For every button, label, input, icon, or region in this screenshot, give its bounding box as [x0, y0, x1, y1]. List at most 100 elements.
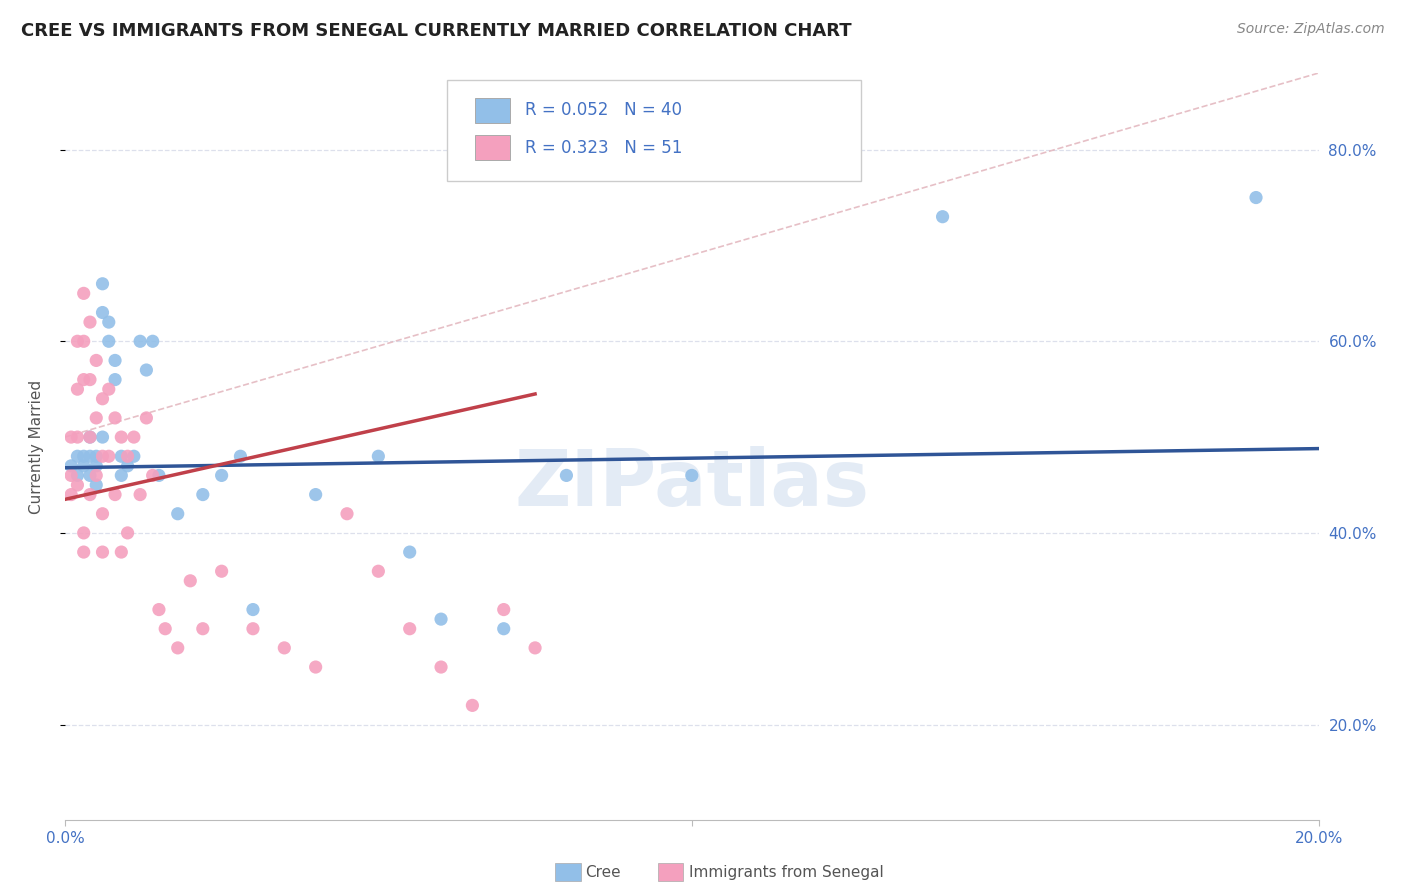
Point — [135, 411, 157, 425]
Text: Immigrants from Senegal: Immigrants from Senegal — [689, 865, 884, 880]
Point — [91, 449, 114, 463]
Point — [148, 602, 170, 616]
Point — [91, 545, 114, 559]
Point — [142, 468, 165, 483]
Text: CREE VS IMMIGRANTS FROM SENEGAL CURRENTLY MARRIED CORRELATION CHART: CREE VS IMMIGRANTS FROM SENEGAL CURRENTL… — [21, 22, 852, 40]
Point — [84, 468, 107, 483]
Point — [110, 449, 132, 463]
Point — [84, 411, 107, 425]
Point — [117, 458, 139, 473]
Point — [931, 210, 953, 224]
Point — [104, 487, 127, 501]
Bar — [475, 135, 510, 161]
Point — [122, 449, 145, 463]
Text: Cree: Cree — [585, 865, 620, 880]
Point — [79, 430, 101, 444]
Point — [97, 382, 120, 396]
Point — [142, 334, 165, 349]
FancyBboxPatch shape — [447, 80, 860, 181]
Point — [166, 507, 188, 521]
Point — [122, 430, 145, 444]
Point — [148, 468, 170, 483]
Y-axis label: Currently Married: Currently Married — [30, 380, 44, 514]
Point — [79, 315, 101, 329]
Point — [73, 373, 96, 387]
Point — [1244, 190, 1267, 204]
Point — [84, 478, 107, 492]
Point — [84, 353, 107, 368]
Point — [79, 449, 101, 463]
Point — [110, 468, 132, 483]
Point — [492, 622, 515, 636]
Point — [492, 602, 515, 616]
Point — [104, 353, 127, 368]
Point — [191, 487, 214, 501]
Point — [305, 487, 328, 501]
Point — [367, 564, 389, 578]
Point — [97, 334, 120, 349]
Text: R = 0.323   N = 51: R = 0.323 N = 51 — [524, 139, 682, 157]
Point — [91, 392, 114, 406]
Point — [104, 373, 127, 387]
Bar — [475, 97, 510, 123]
Point — [91, 507, 114, 521]
Point — [73, 458, 96, 473]
Point — [97, 315, 120, 329]
Point — [211, 564, 233, 578]
Text: ZIPatlas: ZIPatlas — [515, 446, 869, 522]
Point — [84, 449, 107, 463]
Point — [179, 574, 201, 588]
Point — [97, 449, 120, 463]
Point — [73, 286, 96, 301]
Text: Source: ZipAtlas.com: Source: ZipAtlas.com — [1237, 22, 1385, 37]
Point — [305, 660, 328, 674]
Point — [66, 334, 89, 349]
Point — [524, 640, 547, 655]
Point — [398, 545, 420, 559]
Point — [60, 458, 83, 473]
Point — [66, 478, 89, 492]
Point — [79, 487, 101, 501]
Point — [104, 411, 127, 425]
Point — [73, 334, 96, 349]
Point — [336, 507, 359, 521]
Point — [66, 449, 89, 463]
Point — [129, 334, 152, 349]
Point — [367, 449, 389, 463]
Point — [73, 545, 96, 559]
Point — [398, 622, 420, 636]
Point — [430, 660, 453, 674]
Point — [91, 305, 114, 319]
Point — [66, 430, 89, 444]
Point — [191, 622, 214, 636]
Point — [461, 698, 484, 713]
Point — [73, 449, 96, 463]
Point — [681, 468, 703, 483]
Point — [79, 468, 101, 483]
Point — [242, 602, 264, 616]
Point — [166, 640, 188, 655]
Point — [79, 430, 101, 444]
Point — [135, 363, 157, 377]
Point — [430, 612, 453, 626]
Point — [211, 468, 233, 483]
Point — [242, 622, 264, 636]
Point — [110, 430, 132, 444]
Point — [60, 487, 83, 501]
Point — [229, 449, 252, 463]
Point — [273, 640, 295, 655]
Point — [73, 525, 96, 540]
Point — [117, 525, 139, 540]
Point — [60, 430, 83, 444]
Point — [84, 458, 107, 473]
Point — [555, 468, 578, 483]
Point — [66, 382, 89, 396]
Point — [153, 622, 176, 636]
Point — [110, 545, 132, 559]
Point — [117, 449, 139, 463]
Point — [60, 468, 83, 483]
Point — [91, 277, 114, 291]
Point — [79, 373, 101, 387]
Text: R = 0.052   N = 40: R = 0.052 N = 40 — [524, 101, 682, 119]
Point — [66, 468, 89, 483]
